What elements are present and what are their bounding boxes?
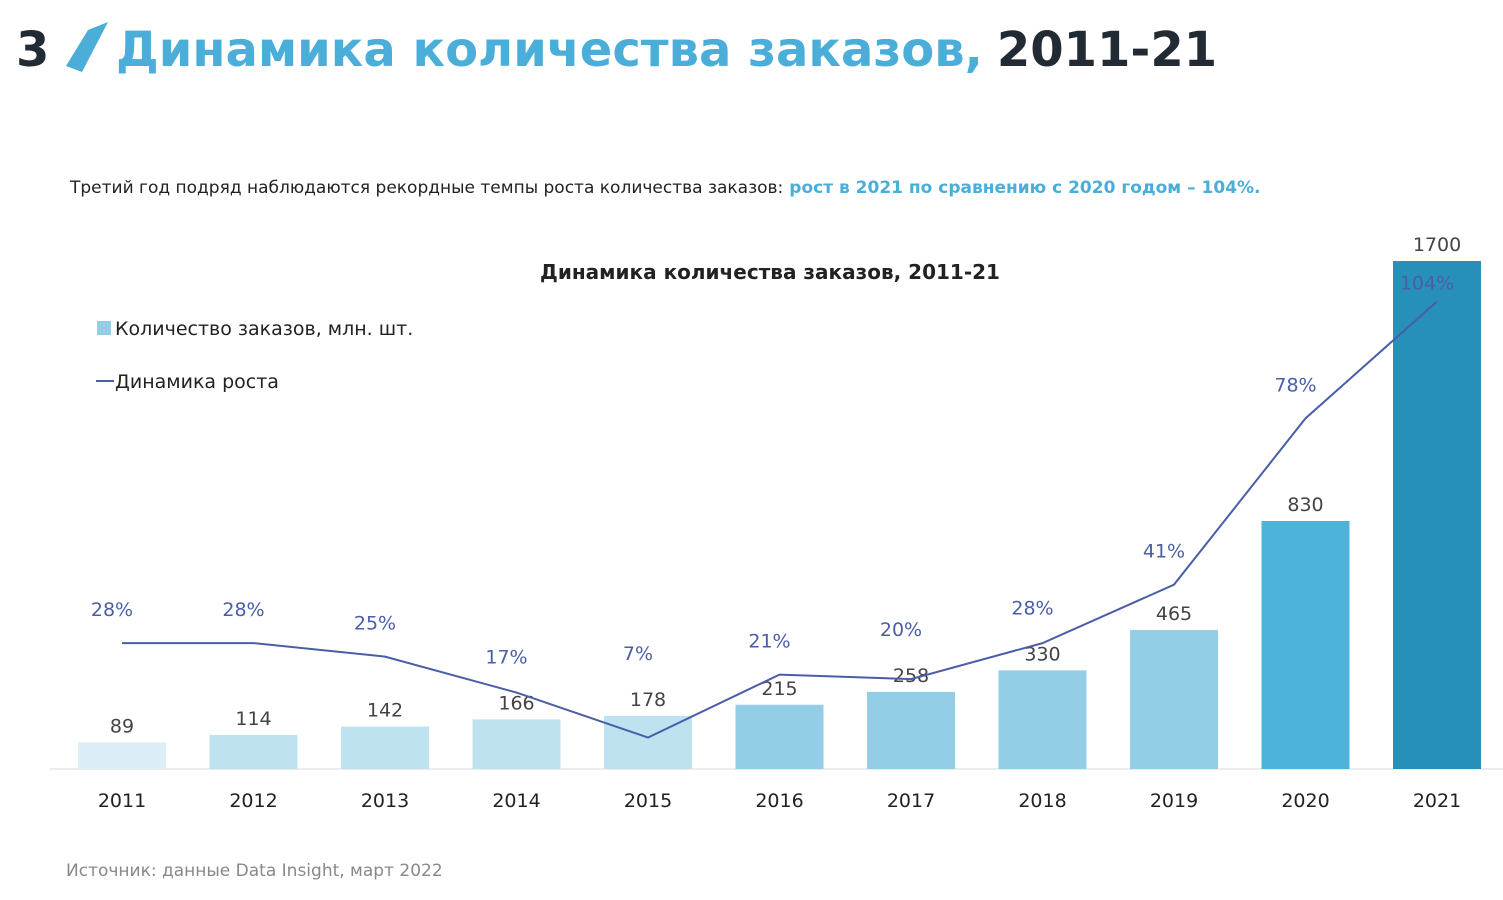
bar-label: 465 <box>1156 603 1192 625</box>
bar-label: 142 <box>367 700 403 722</box>
source-note: Источник: данные Data Insight, март 2022 <box>66 861 443 881</box>
slide-number: 3 <box>16 22 49 78</box>
x-tick-label: 2011 <box>98 790 146 812</box>
bar-label: 89 <box>110 715 134 737</box>
bar <box>735 704 824 769</box>
bar-label: 830 <box>1287 494 1323 516</box>
legend-label: Количество заказов, млн. шт. <box>115 318 413 340</box>
bar-label: 330 <box>1024 643 1060 665</box>
x-tick-label: 2015 <box>624 790 672 812</box>
bar-label: 166 <box>498 692 534 714</box>
legend-label: Динамика роста <box>115 371 279 393</box>
growth-line <box>122 300 1438 739</box>
bar <box>1393 261 1481 769</box>
growth-label: 28% <box>222 599 264 621</box>
legend-swatch <box>97 321 111 335</box>
title-rest: 2011-21 <box>997 22 1217 78</box>
bar <box>867 691 955 769</box>
x-tick-label: 2020 <box>1281 790 1329 812</box>
x-tick-label: 2019 <box>1150 790 1198 812</box>
bar <box>998 670 1087 769</box>
growth-label: 7% <box>623 643 653 665</box>
growth-label: 28% <box>1011 597 1053 619</box>
growth-label: 78% <box>1274 374 1316 396</box>
growth-label: 20% <box>880 619 922 641</box>
bar <box>78 742 166 769</box>
x-tick-label: 2012 <box>229 790 277 812</box>
bar <box>1261 520 1350 769</box>
slash-icon <box>66 22 108 72</box>
growth-label: 21% <box>748 631 790 653</box>
chart-title: Динамика количества заказов, 2011-21 <box>540 260 1000 284</box>
growth-label: 17% <box>485 646 527 668</box>
bar <box>472 719 561 769</box>
title-accent: Динамика количества заказов, <box>116 22 983 78</box>
bar <box>1130 630 1218 769</box>
bar-label: 215 <box>761 678 797 700</box>
bar <box>209 734 298 769</box>
bar <box>604 715 692 769</box>
growth-label: 28% <box>91 599 133 621</box>
x-tick-label: 2013 <box>361 790 409 812</box>
lead-text: Третий год подряд наблюдаются рекордные … <box>69 178 1261 198</box>
x-tick-label: 2014 <box>492 790 540 812</box>
x-tick-label: 2017 <box>887 790 935 812</box>
bar-label: 178 <box>630 689 666 711</box>
lead-plain: Третий год подряд наблюдаются рекордные … <box>69 178 783 198</box>
growth-label: 104% <box>1400 272 1454 294</box>
bar-label: 114 <box>235 708 271 730</box>
slide-title: Динамика количества заказов, 2011-21 <box>116 22 1217 78</box>
growth-label: 41% <box>1143 541 1185 563</box>
lead-highlight: рост в 2021 по сравнению с 2020 годом – … <box>789 178 1260 198</box>
bar <box>341 726 429 769</box>
bar-label: 1700 <box>1413 234 1461 256</box>
x-tick-label: 2016 <box>755 790 803 812</box>
bar-label: 258 <box>893 665 929 687</box>
x-tick-label: 2018 <box>1018 790 1066 812</box>
growth-label: 25% <box>354 613 396 635</box>
x-tick-label: 2021 <box>1413 790 1461 812</box>
